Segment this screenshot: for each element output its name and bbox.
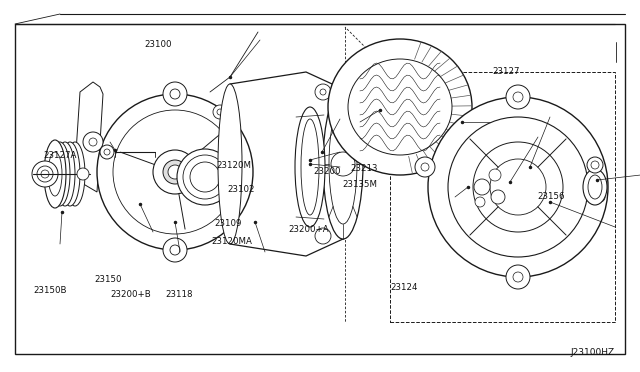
Ellipse shape	[323, 89, 363, 239]
Circle shape	[41, 170, 49, 178]
Ellipse shape	[48, 152, 62, 196]
Circle shape	[587, 157, 603, 173]
Circle shape	[89, 138, 97, 146]
Ellipse shape	[328, 39, 472, 175]
Ellipse shape	[348, 59, 452, 155]
Circle shape	[320, 89, 326, 95]
Circle shape	[170, 89, 180, 99]
Circle shape	[100, 145, 114, 159]
Ellipse shape	[588, 175, 602, 199]
Polygon shape	[230, 72, 343, 256]
Circle shape	[217, 109, 223, 115]
Circle shape	[83, 132, 103, 152]
Ellipse shape	[301, 119, 319, 215]
Text: 23100: 23100	[144, 40, 172, 49]
Circle shape	[448, 117, 588, 257]
Circle shape	[315, 84, 331, 100]
Text: 23118: 23118	[165, 290, 193, 299]
Text: 23124: 23124	[390, 283, 418, 292]
Circle shape	[506, 265, 530, 289]
Text: 23150B: 23150B	[33, 286, 67, 295]
Circle shape	[190, 162, 220, 192]
Circle shape	[475, 197, 485, 207]
Circle shape	[104, 149, 110, 155]
Polygon shape	[75, 82, 103, 192]
Ellipse shape	[65, 142, 85, 206]
Circle shape	[474, 179, 490, 195]
Ellipse shape	[60, 142, 80, 206]
Text: 23127A: 23127A	[44, 151, 77, 160]
Circle shape	[433, 160, 447, 174]
Text: 23200+A: 23200+A	[288, 225, 328, 234]
Circle shape	[513, 92, 523, 102]
Text: 23109: 23109	[214, 219, 242, 228]
Text: 23200+B: 23200+B	[110, 290, 151, 299]
Circle shape	[415, 157, 435, 177]
Circle shape	[489, 169, 501, 181]
Circle shape	[227, 224, 232, 230]
Ellipse shape	[44, 140, 66, 208]
Circle shape	[491, 190, 505, 204]
Bar	[390, 72, 615, 322]
Ellipse shape	[218, 84, 242, 244]
Circle shape	[595, 192, 605, 202]
Circle shape	[163, 238, 187, 262]
Circle shape	[421, 163, 429, 171]
Text: 23156: 23156	[538, 192, 565, 201]
Circle shape	[213, 105, 227, 119]
Ellipse shape	[329, 104, 357, 224]
Text: 23213: 23213	[351, 164, 378, 173]
Ellipse shape	[50, 142, 70, 206]
Circle shape	[437, 164, 443, 170]
Text: 23150: 23150	[95, 275, 122, 284]
Ellipse shape	[45, 142, 65, 206]
Circle shape	[513, 272, 523, 282]
Circle shape	[460, 167, 470, 177]
Circle shape	[331, 152, 355, 176]
Circle shape	[490, 159, 546, 215]
Circle shape	[224, 221, 236, 233]
Circle shape	[163, 160, 187, 184]
Circle shape	[37, 166, 53, 182]
Circle shape	[170, 245, 180, 255]
Text: 23127: 23127	[493, 67, 520, 76]
Circle shape	[163, 82, 187, 106]
Circle shape	[177, 149, 233, 205]
Bar	[472, 165, 508, 209]
Text: 23200: 23200	[314, 167, 341, 176]
Text: 23102: 23102	[227, 185, 255, 194]
Text: 23120MA: 23120MA	[211, 237, 252, 246]
Circle shape	[506, 85, 530, 109]
Text: 23135M: 23135M	[342, 180, 378, 189]
Bar	[15, 24, 625, 354]
Circle shape	[591, 161, 599, 169]
Circle shape	[315, 228, 331, 244]
Ellipse shape	[583, 169, 607, 205]
Circle shape	[77, 168, 89, 180]
Circle shape	[462, 121, 474, 133]
Circle shape	[183, 155, 227, 199]
Circle shape	[473, 142, 563, 232]
Circle shape	[598, 195, 602, 199]
Text: 23120M: 23120M	[216, 161, 252, 170]
Circle shape	[153, 150, 197, 194]
Text: J23100HZ: J23100HZ	[571, 348, 615, 357]
Circle shape	[168, 165, 182, 179]
Circle shape	[97, 94, 253, 250]
Ellipse shape	[295, 107, 325, 227]
Circle shape	[113, 110, 237, 234]
Ellipse shape	[55, 142, 75, 206]
Circle shape	[428, 97, 608, 277]
Circle shape	[32, 161, 58, 187]
Circle shape	[463, 132, 473, 142]
